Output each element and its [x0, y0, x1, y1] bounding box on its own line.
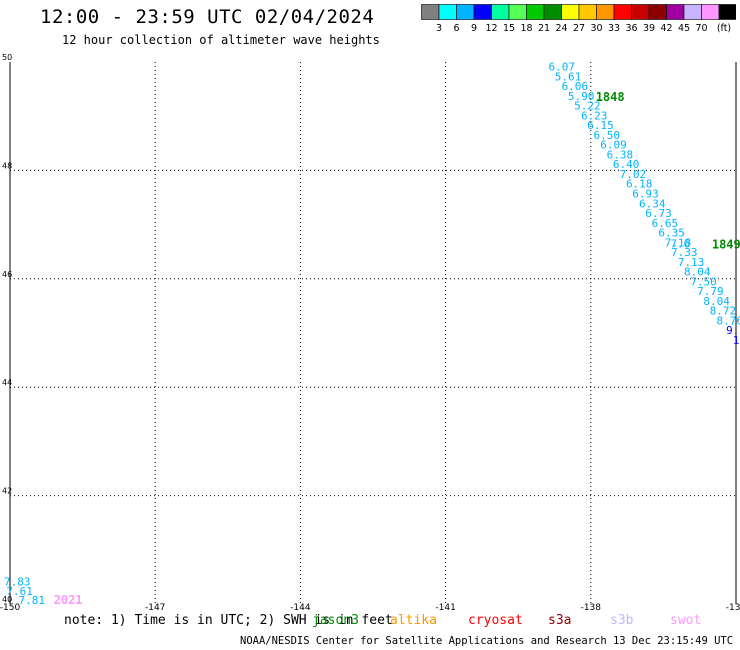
- longitude-tick-label: -150: [0, 603, 20, 610]
- color-scale-tick-label: 12: [485, 23, 497, 34]
- color-scale-tick-label: 21: [538, 23, 550, 34]
- wave-height-value: 5.22: [574, 100, 601, 113]
- units-note: note: 1) Time is in UTC; 2) SWH is in fe…: [64, 613, 393, 628]
- longitude-tick-label: -141: [435, 603, 455, 610]
- wave-height-value: 6.07: [549, 61, 576, 74]
- satellite-legend-cryosat: cryosat: [468, 613, 523, 628]
- color-scale-tick-label: 24: [555, 23, 567, 34]
- latitude-tick-label: 46: [2, 270, 12, 279]
- wave-height-value: 6.09: [600, 139, 627, 152]
- wave-height-value: 6.23: [581, 109, 608, 122]
- longitude-tick-label: -147: [145, 603, 165, 610]
- color-scale-tick-label: 9: [471, 23, 477, 34]
- color-scale-tick-label: 42: [660, 23, 672, 34]
- color-scale-tick-label: 27: [573, 23, 585, 34]
- wave-height-value: 6.34: [639, 197, 666, 210]
- latitude-tick-label: 42: [2, 487, 12, 496]
- wave-height-value: 6.38: [607, 148, 634, 161]
- wave-height-value: 7.6: [670, 237, 690, 250]
- wave-height-value: 7.83: [4, 576, 31, 589]
- color-scale-legend: 3 6 9 12 15 18 21 24 27 30 33 36 39 42 45 70 (ft): [421, 4, 736, 34]
- pass-time-label: 1848: [596, 90, 625, 104]
- wave-height-value: 8.76: [716, 314, 740, 327]
- color-scale-tick-label: 45: [678, 23, 690, 34]
- color-scale-tick-label: 18: [520, 23, 532, 34]
- color-scale-tick-label: 33: [608, 23, 620, 34]
- longitude-tick-label: -138: [581, 603, 602, 610]
- color-scale-tick-label: 30: [590, 23, 602, 34]
- color-scale-tick-label: 15: [503, 23, 515, 34]
- wave-height-value: 10: [733, 334, 740, 347]
- wave-height-map: -150 -147 -144 -141 -138 -135 40 42 44 46 48 50 6.07…: [0, 53, 740, 610]
- wave-height-value: 7.81: [19, 594, 46, 607]
- latitude-tick-label: 48: [2, 161, 12, 170]
- wave-height-value: 6.06: [562, 80, 589, 93]
- color-scale-tick-label: 36: [625, 23, 637, 34]
- pass-time-label: 2021: [54, 593, 83, 607]
- color-scale-tick-label: 39: [643, 23, 655, 34]
- wave-height-value: 8.72: [710, 305, 737, 318]
- wave-height-value: 7.02: [620, 168, 647, 181]
- wave-height-value: 7.79: [697, 285, 724, 298]
- latitude-tick-label: 40: [2, 595, 12, 604]
- longitude-tick-label: -135: [726, 603, 740, 610]
- wave-height-value: 5.61: [555, 70, 582, 83]
- wave-height-value: 8.04: [684, 266, 711, 279]
- wave-height-value: 8.04: [703, 295, 730, 308]
- color-swatch: [718, 4, 736, 20]
- wave-height-value: 5.90: [568, 90, 595, 103]
- wave-height-value: 6.93: [632, 188, 659, 201]
- satellite-legend-altika: altika: [390, 613, 437, 628]
- wave-height-value: 7.50: [690, 275, 717, 288]
- wave-height-value: 7.33: [671, 246, 698, 259]
- latitude-tick-label: 50: [2, 53, 12, 62]
- wave-height-value: 6.40: [613, 158, 640, 171]
- wave-height-value: 6.65: [652, 217, 679, 230]
- color-scale-unit: (ft): [717, 23, 731, 34]
- color-scale-tick-label: 3: [436, 23, 442, 34]
- color-scale-tick-label: 6: [453, 23, 459, 34]
- latitude-tick-label: 44: [2, 378, 12, 387]
- satellite-legend-swot: swot: [670, 613, 702, 628]
- pass-time-label: 1849: [712, 237, 740, 251]
- footer-credit: NOAA/NESDIS Center for Satellite Applica…: [240, 635, 740, 647]
- wave-height-value: 7.61: [6, 585, 33, 598]
- chart-title: 12:00 - 23:59 UTC 02/04/2024: [40, 6, 375, 28]
- wave-height-value: 6.35: [658, 227, 685, 240]
- longitude-tick-label: -144: [290, 603, 311, 610]
- wave-height-value: 7.18: [665, 236, 692, 249]
- satellite-legend-s3a: s3a: [548, 613, 572, 628]
- color-scale-tick-label: 70: [695, 23, 707, 34]
- chart-subtitle: 12 hour collection of altimeter wave hei…: [62, 33, 380, 47]
- wave-height-value: 9.9: [726, 324, 740, 337]
- wave-height-value: 7.13: [678, 256, 705, 269]
- satellite-legend-s3b: s3b: [610, 613, 634, 628]
- wave-height-value: 6.18: [626, 178, 653, 191]
- wave-height-value: 6.73: [645, 207, 672, 220]
- wave-height-value: 6.50: [594, 129, 621, 142]
- wave-height-value: 6.15: [587, 119, 614, 132]
